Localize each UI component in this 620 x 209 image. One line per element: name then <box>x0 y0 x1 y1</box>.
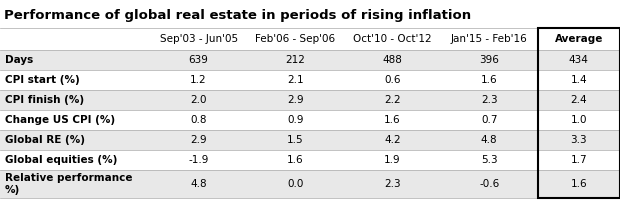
Text: 1.0: 1.0 <box>570 115 587 125</box>
Text: 2.4: 2.4 <box>570 95 587 105</box>
Bar <box>0 110 620 130</box>
Text: Change US CPI (%): Change US CPI (%) <box>5 115 115 125</box>
Text: 5.3: 5.3 <box>481 155 497 165</box>
Text: Global equities (%): Global equities (%) <box>5 155 117 165</box>
Text: Feb'06 - Sep'06: Feb'06 - Sep'06 <box>255 34 335 44</box>
Text: Performance of global real estate in periods of rising inflation: Performance of global real estate in per… <box>4 9 471 22</box>
Bar <box>0 170 620 198</box>
Bar <box>0 130 620 150</box>
Bar <box>0 150 620 170</box>
Text: 4.2: 4.2 <box>384 135 401 145</box>
Text: 1.5: 1.5 <box>287 135 304 145</box>
Text: -0.6: -0.6 <box>479 179 499 189</box>
Text: 4.8: 4.8 <box>190 179 207 189</box>
Text: 2.3: 2.3 <box>481 95 497 105</box>
Text: 212: 212 <box>286 55 306 65</box>
Text: 2.9: 2.9 <box>287 95 304 105</box>
Text: 0.9: 0.9 <box>287 115 304 125</box>
Text: 0.7: 0.7 <box>481 115 497 125</box>
Text: 2.2: 2.2 <box>384 95 401 105</box>
Text: 0.8: 0.8 <box>190 115 207 125</box>
Text: Relative performance
%): Relative performance %) <box>5 173 133 195</box>
Text: 2.9: 2.9 <box>190 135 207 145</box>
Text: 488: 488 <box>383 55 402 65</box>
Bar <box>0 28 620 50</box>
Text: 639: 639 <box>188 55 208 65</box>
Text: Jan'15 - Feb'16: Jan'15 - Feb'16 <box>451 34 528 44</box>
Text: Average: Average <box>555 34 603 44</box>
Bar <box>0 90 620 110</box>
Text: 434: 434 <box>569 55 589 65</box>
Text: Sep'03 - Jun'05: Sep'03 - Jun'05 <box>159 34 237 44</box>
Text: 1.9: 1.9 <box>384 155 401 165</box>
Text: 1.6: 1.6 <box>287 155 304 165</box>
Text: 1.6: 1.6 <box>570 179 587 189</box>
Text: 0.0: 0.0 <box>287 179 304 189</box>
Text: 2.0: 2.0 <box>190 95 207 105</box>
Text: 2.1: 2.1 <box>287 75 304 85</box>
Text: 1.6: 1.6 <box>481 75 497 85</box>
Text: 1.6: 1.6 <box>384 115 401 125</box>
Bar <box>0 50 620 70</box>
Text: -1.9: -1.9 <box>188 155 209 165</box>
Text: 1.2: 1.2 <box>190 75 207 85</box>
Text: 0.6: 0.6 <box>384 75 401 85</box>
Text: Global RE (%): Global RE (%) <box>5 135 85 145</box>
Text: 4.8: 4.8 <box>481 135 497 145</box>
Text: 1.7: 1.7 <box>570 155 587 165</box>
Text: Days: Days <box>5 55 33 65</box>
Text: CPI finish (%): CPI finish (%) <box>5 95 84 105</box>
Text: 2.3: 2.3 <box>384 179 401 189</box>
Text: CPI start (%): CPI start (%) <box>5 75 80 85</box>
Text: 396: 396 <box>479 55 499 65</box>
Text: 1.4: 1.4 <box>570 75 587 85</box>
Bar <box>538 28 620 198</box>
Text: Oct'10 - Oct'12: Oct'10 - Oct'12 <box>353 34 432 44</box>
Bar <box>0 70 620 90</box>
Text: 3.3: 3.3 <box>570 135 587 145</box>
